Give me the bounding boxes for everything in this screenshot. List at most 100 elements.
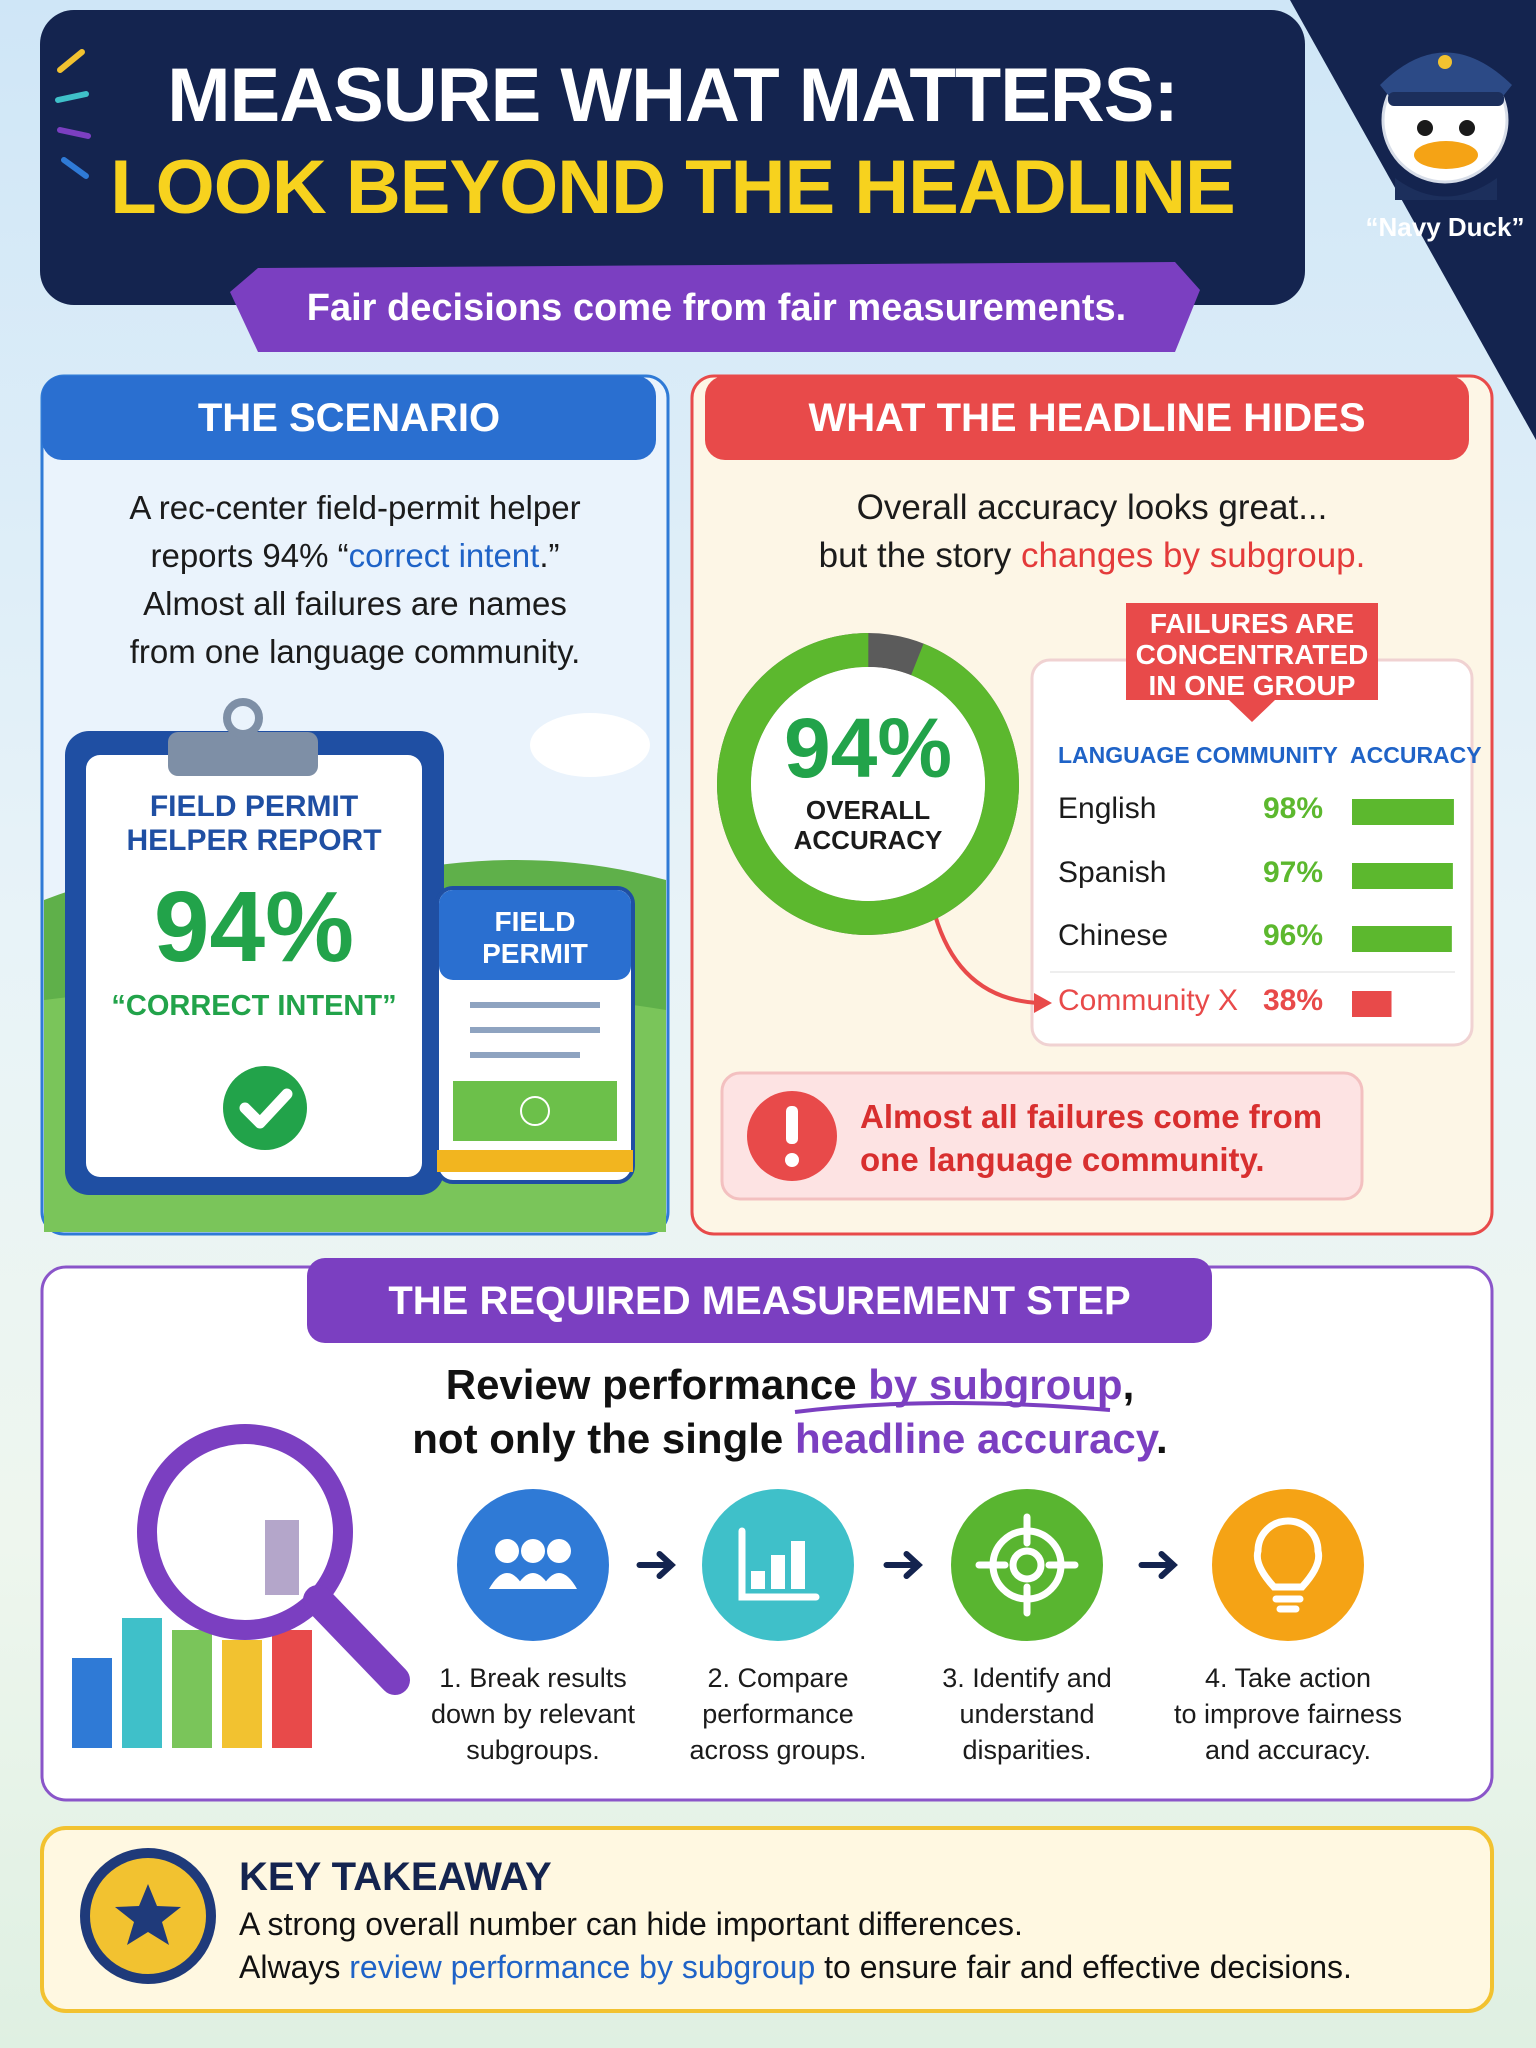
- step-icons: [457, 1489, 1364, 1641]
- step-arrow: [636, 1551, 676, 1579]
- report-title: FIELD PERMIT HELPER REPORT: [86, 790, 422, 858]
- step-arrow: [1138, 1551, 1178, 1579]
- title-line: MEASURE WHAT MATTERS:: [167, 53, 1179, 138]
- text-line: Almost all failures come from: [860, 1098, 1323, 1135]
- callout-text: FAILURES ARE CONCENTRATED IN ONE GROUP: [1126, 608, 1378, 701]
- icon-bulb: [1253, 1517, 1323, 1591]
- icon-head: [521, 1539, 545, 1563]
- star: [115, 1884, 181, 1945]
- mascot-label: “Navy Duck”: [1365, 212, 1525, 242]
- report-caption: “CORRECT INTENT”: [111, 990, 397, 1022]
- callout-box: [1126, 603, 1378, 722]
- measurement-statement: Review performance by subgroup, not only …: [290, 1358, 1290, 1466]
- warning-icon-dot: [785, 1153, 799, 1167]
- text-line: A rec-center field-permit helper: [42, 484, 668, 532]
- warning-text: Almost all failures come from one languag…: [860, 1095, 1322, 1181]
- highlight: review performance by subgroup: [349, 1949, 816, 1985]
- icon-base: [1272, 1595, 1304, 1613]
- text-line: FAILURES ARE: [1149, 608, 1355, 639]
- text-line: understand: [959, 1699, 1095, 1729]
- headline-heading-bar: [705, 376, 1469, 460]
- step-arrow: [883, 1551, 923, 1579]
- step-text: 4. Take action to improve fairness and acc…: [1158, 1660, 1418, 1768]
- accuracy-label: 97%: [1262, 856, 1323, 889]
- icon-body: [515, 1573, 551, 1589]
- takeaway-text: A strong overall number can hide importa…: [239, 1903, 1352, 1989]
- accuracy-label: 98%: [1262, 792, 1323, 825]
- icon-bar: [751, 1571, 765, 1589]
- highlight: by subgroup: [868, 1361, 1123, 1408]
- step-text: 1. Break results down by relevant subgroup…: [403, 1660, 663, 1768]
- text-run: but the story: [818, 536, 1021, 575]
- pointer-arrow: [933, 914, 1041, 1005]
- accuracy-label: 96%: [1262, 919, 1323, 952]
- highlight: correct intent: [348, 537, 540, 574]
- clipboard: [65, 698, 444, 1195]
- text-run: reports 94% “: [150, 537, 349, 574]
- text-run: .”: [539, 537, 560, 574]
- column-header: ACCURACY: [1350, 742, 1482, 768]
- text-line: across groups.: [689, 1735, 867, 1765]
- step-text: 3. Identify and understand disparities.: [897, 1660, 1157, 1768]
- magnifier-illustration: [72, 1424, 410, 1748]
- text-line: reports 94% “correct intent.”: [42, 532, 668, 580]
- icon-body: [541, 1573, 577, 1589]
- icon-ring: [1009, 1547, 1045, 1583]
- text-run: A strong overall number can hide importa…: [239, 1906, 1023, 1942]
- icon-head: [495, 1539, 519, 1563]
- icon-axis: [738, 1527, 820, 1601]
- group-label: Chinese: [1058, 919, 1169, 952]
- text-line: Almost all failures are names: [42, 580, 668, 628]
- text-line: performance: [702, 1699, 854, 1729]
- title-line: LOOK BEYOND THE HEADLINE: [110, 145, 1236, 230]
- text-line: one language community.: [860, 1141, 1265, 1178]
- text-line: down by relevant: [430, 1699, 636, 1729]
- pointer-arrowhead: [1034, 993, 1052, 1013]
- text-run: Review performance: [445, 1361, 869, 1408]
- text-line: CONCENTRATED: [1135, 639, 1369, 670]
- subtitle: Fair decisions come from fair measuremen…: [306, 287, 1127, 329]
- accuracy-bars: [1352, 799, 1454, 1017]
- headline-intro: Overall accuracy looks great... but the s…: [692, 484, 1492, 580]
- text-run: not only the single: [412, 1415, 795, 1462]
- icon-bar: [791, 1541, 805, 1589]
- accuracy-bar: [1352, 926, 1452, 952]
- donut-arc: [717, 633, 1019, 935]
- donut-center: [751, 667, 985, 901]
- report-value: 94%: [153, 871, 355, 983]
- donut-label: OVERALL ACCURACY: [751, 795, 985, 855]
- text-line: FIELD PERMIT: [149, 790, 359, 823]
- donut-value: 94%: [783, 701, 953, 795]
- scenario-text: A rec-center field-permit helper reports …: [42, 484, 668, 676]
- text-line: PERMIT: [482, 938, 588, 969]
- step-text: 2. Compare performance across groups.: [648, 1660, 908, 1768]
- text-run: .: [1156, 1415, 1168, 1462]
- accuracy-bar: [1352, 991, 1392, 1017]
- warning-box: [720, 1071, 1364, 1201]
- text-line: 3. Identify and: [942, 1663, 1112, 1693]
- text-line: subgroups.: [466, 1735, 600, 1765]
- text-run: Overall accuracy looks great...: [856, 488, 1328, 527]
- panel-heading: THE REQUIRED MEASUREMENT STEP: [388, 1279, 1131, 1323]
- panel-heading: THE SCENARIO: [197, 396, 501, 440]
- text-run: ,: [1122, 1361, 1135, 1408]
- group-label: Community X: [1058, 984, 1239, 1017]
- panel-heading: WHAT THE HEADLINE HIDES: [808, 396, 1366, 440]
- permit-title: FIELD PERMIT: [439, 906, 631, 970]
- title-banner: [40, 10, 1305, 305]
- text-run: Almost all failures are names: [143, 585, 567, 622]
- icon-cross: [975, 1513, 1079, 1617]
- duck-mascot: [1380, 52, 1512, 200]
- text-line: OVERALL: [805, 795, 931, 825]
- group-label: Spanish: [1058, 856, 1167, 889]
- text-line: to improve fairness: [1173, 1699, 1403, 1729]
- text-line: Overall accuracy looks great...: [692, 484, 1492, 532]
- text-line: A strong overall number can hide importa…: [239, 1903, 1352, 1946]
- text-line: FIELD: [494, 906, 576, 937]
- step-circle: [1212, 1489, 1364, 1641]
- text-line: 1. Break results: [439, 1663, 627, 1693]
- text-line: HELPER REPORT: [126, 824, 382, 857]
- underline-swoosh: [794, 1400, 1111, 1414]
